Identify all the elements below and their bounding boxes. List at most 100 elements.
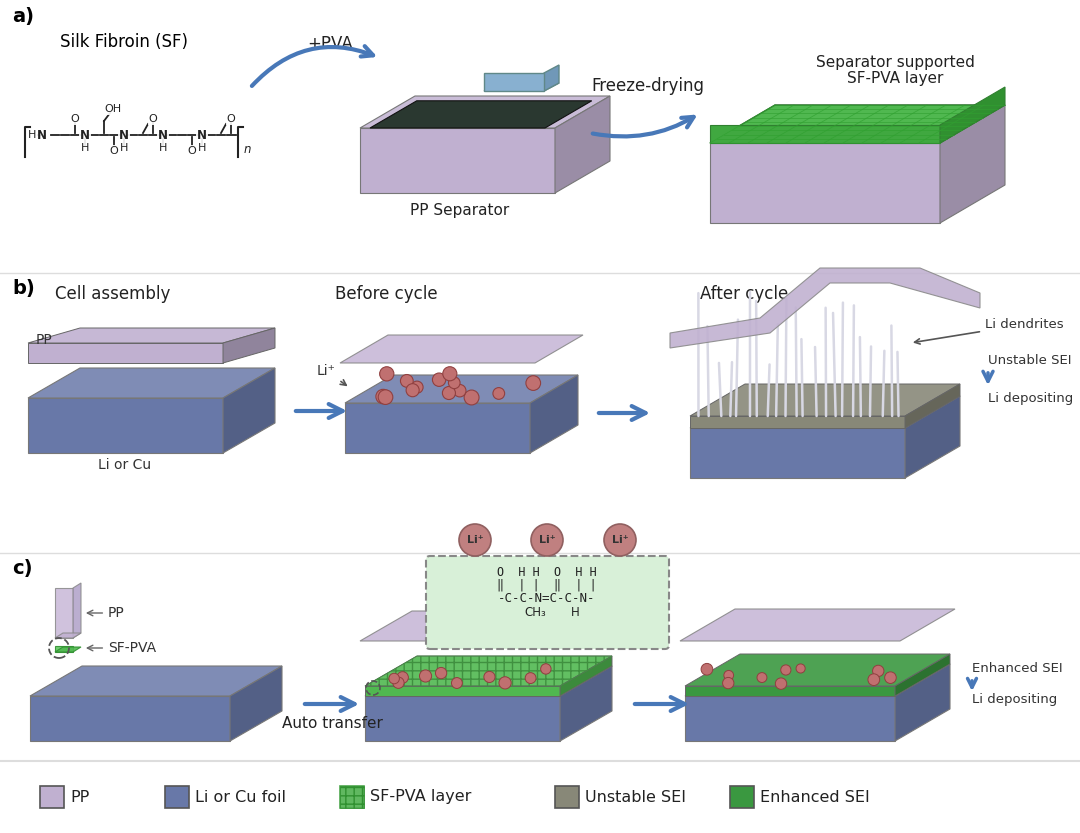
Circle shape [796, 664, 806, 673]
Text: N: N [158, 128, 168, 142]
Polygon shape [30, 666, 282, 696]
Text: H: H [28, 130, 37, 140]
Circle shape [868, 674, 880, 686]
Text: Li or Cu: Li or Cu [98, 458, 151, 472]
Text: H: H [120, 143, 129, 153]
Polygon shape [30, 696, 230, 741]
Text: Li⁺: Li⁺ [467, 535, 484, 545]
Text: Li depositing: Li depositing [988, 392, 1074, 405]
Polygon shape [685, 664, 950, 696]
Circle shape [757, 672, 767, 682]
Polygon shape [340, 335, 583, 363]
Polygon shape [710, 125, 940, 143]
Polygon shape [561, 666, 612, 741]
Text: PP Separator: PP Separator [410, 203, 510, 218]
Text: Li or Cu foil: Li or Cu foil [195, 790, 286, 805]
Bar [40, 786, 64, 808]
Circle shape [406, 384, 419, 397]
Text: O: O [149, 114, 158, 124]
Text: O: O [70, 114, 79, 124]
Text: Li⁺: Li⁺ [539, 535, 555, 545]
Text: Enhanced SEI: Enhanced SEI [760, 790, 869, 805]
Polygon shape [680, 609, 955, 641]
Circle shape [541, 664, 551, 674]
Polygon shape [365, 656, 612, 686]
Polygon shape [365, 686, 561, 696]
Text: Enhanced SEI: Enhanced SEI [972, 661, 1063, 675]
Circle shape [393, 677, 404, 688]
Polygon shape [685, 696, 895, 741]
Circle shape [873, 666, 883, 676]
Polygon shape [530, 375, 578, 453]
Circle shape [380, 367, 394, 381]
Polygon shape [55, 633, 81, 638]
Text: PP: PP [36, 333, 53, 347]
Polygon shape [905, 396, 960, 478]
Text: N: N [37, 128, 48, 142]
Circle shape [492, 387, 504, 399]
Circle shape [885, 672, 896, 683]
Polygon shape [73, 583, 81, 638]
Text: Li⁺: Li⁺ [318, 364, 347, 386]
Text: n: n [244, 142, 252, 156]
Polygon shape [710, 143, 940, 223]
Text: Separator supported: Separator supported [815, 55, 974, 70]
Circle shape [499, 676, 511, 689]
Circle shape [389, 673, 400, 684]
Text: Li⁺: Li⁺ [611, 535, 629, 545]
Polygon shape [28, 343, 222, 363]
Circle shape [781, 665, 791, 675]
Polygon shape [370, 101, 592, 128]
Polygon shape [895, 664, 950, 741]
Polygon shape [28, 368, 275, 398]
Text: OH: OH [105, 104, 122, 114]
Circle shape [419, 670, 432, 682]
Polygon shape [685, 686, 895, 696]
Text: O  H H  O  H H: O H H O H H [497, 566, 597, 578]
Circle shape [435, 667, 447, 679]
Polygon shape [544, 65, 559, 91]
Polygon shape [561, 656, 612, 696]
Polygon shape [345, 375, 578, 403]
Polygon shape [690, 416, 905, 428]
Polygon shape [55, 646, 73, 652]
Polygon shape [230, 666, 282, 741]
Circle shape [448, 377, 460, 389]
Text: O: O [188, 146, 197, 156]
Polygon shape [710, 105, 1005, 143]
Text: Unstable SEI: Unstable SEI [988, 353, 1071, 367]
Circle shape [464, 390, 480, 405]
Circle shape [378, 390, 393, 405]
Circle shape [701, 663, 713, 675]
Polygon shape [365, 696, 561, 741]
Polygon shape [555, 96, 610, 193]
Circle shape [604, 524, 636, 556]
Text: Freeze-drying: Freeze-drying [592, 77, 704, 95]
Polygon shape [28, 398, 222, 453]
Text: Cell assembly: Cell assembly [55, 285, 171, 303]
Text: ‖  | |  ‖  | |: ‖ | | ‖ | | [497, 578, 597, 591]
Circle shape [432, 373, 446, 387]
Bar [340, 786, 364, 808]
Circle shape [451, 677, 462, 688]
Bar [165, 786, 189, 808]
Circle shape [401, 375, 414, 387]
Text: PP: PP [70, 790, 90, 805]
Polygon shape [895, 654, 950, 696]
Polygon shape [360, 128, 555, 193]
Circle shape [459, 524, 491, 556]
Polygon shape [690, 396, 960, 428]
Bar [730, 786, 754, 808]
Text: Auto transfer: Auto transfer [282, 716, 382, 731]
Text: PP: PP [87, 606, 125, 620]
Circle shape [410, 382, 423, 393]
FancyBboxPatch shape [426, 556, 669, 649]
Polygon shape [484, 73, 544, 91]
Text: H: H [570, 606, 579, 618]
Polygon shape [55, 647, 81, 652]
Text: a): a) [12, 7, 33, 26]
Polygon shape [345, 403, 530, 453]
Text: H: H [159, 143, 167, 153]
Text: SF-PVA: SF-PVA [87, 641, 157, 655]
Circle shape [723, 677, 734, 689]
